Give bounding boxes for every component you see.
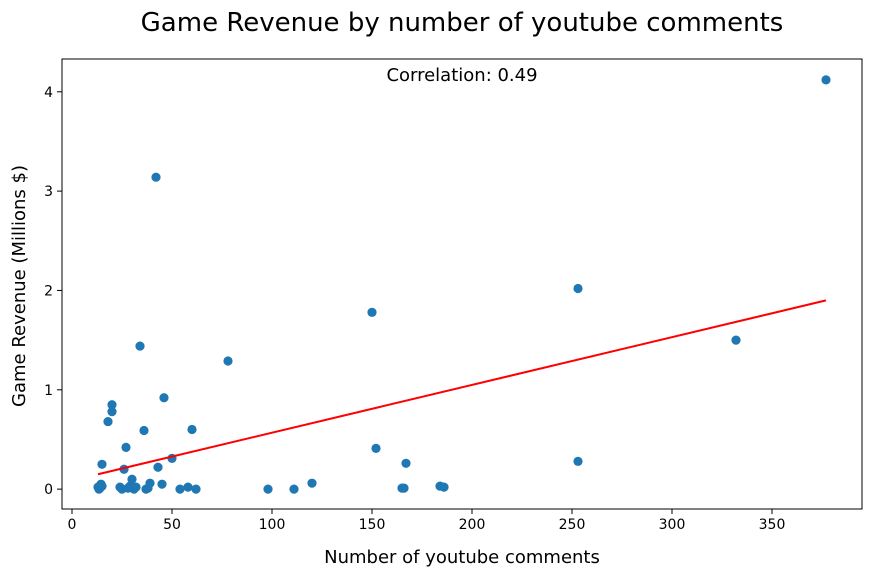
- data-point: [97, 481, 107, 491]
- data-point: [263, 484, 273, 494]
- data-point: [183, 482, 193, 492]
- data-point: [131, 482, 141, 492]
- data-point: [107, 407, 117, 417]
- y-axis: 0 1 2 3 4: [44, 85, 62, 498]
- data-point: [103, 416, 113, 427]
- data-point: [821, 75, 831, 85]
- data-point: [175, 484, 185, 494]
- x-axis-label: Number of youtube comments: [324, 547, 600, 568]
- data-point: [145, 478, 155, 488]
- data-point: [399, 483, 409, 493]
- correlation-annotation: Correlation: 0.49: [386, 65, 537, 86]
- y-tick-label: 3: [44, 184, 53, 200]
- y-tick-label: 0: [44, 482, 53, 498]
- x-tick-label: 100: [259, 517, 286, 533]
- data-point: [731, 335, 741, 345]
- trend-line: [97, 299, 827, 476]
- x-axis: 0 50 100 150 200 250 300 350: [68, 509, 786, 533]
- data-point: [307, 478, 317, 488]
- data-point: [401, 458, 411, 468]
- data-point: [127, 474, 137, 484]
- x-tick-label: 0: [68, 517, 77, 533]
- data-point: [139, 425, 149, 436]
- x-tick-label: 200: [459, 517, 486, 533]
- x-tick-label: 50: [163, 517, 181, 533]
- data-point: [121, 442, 131, 453]
- x-tick-label: 300: [659, 517, 686, 533]
- data-point: [135, 341, 145, 351]
- x-tick-label: 350: [759, 517, 786, 533]
- y-tick-label: 1: [44, 383, 53, 399]
- data-point: [151, 172, 161, 182]
- plot-frame: [61, 58, 863, 510]
- y-axis-label: Game Revenue (Millions $): [9, 165, 30, 407]
- data-point: [573, 456, 583, 466]
- x-tick-label: 250: [559, 517, 586, 533]
- x-tick-label: 150: [359, 517, 386, 533]
- data-point: [289, 484, 299, 494]
- y-tick-label: 2: [44, 283, 53, 299]
- data-point: [107, 400, 117, 410]
- data-point: [371, 443, 381, 454]
- data-point: [159, 393, 169, 403]
- data-point: [187, 424, 197, 435]
- data-point: [191, 484, 201, 494]
- plot-area: [93, 75, 831, 494]
- chart-title: Game Revenue by number of youtube commen…: [141, 8, 784, 38]
- data-point: [439, 482, 449, 492]
- data-point: [367, 307, 377, 317]
- y-tick-label: 4: [44, 85, 53, 101]
- data-point: [223, 356, 233, 366]
- data-point: [157, 479, 167, 489]
- data-point: [573, 283, 583, 294]
- data-point: [97, 459, 107, 469]
- data-point: [153, 462, 163, 472]
